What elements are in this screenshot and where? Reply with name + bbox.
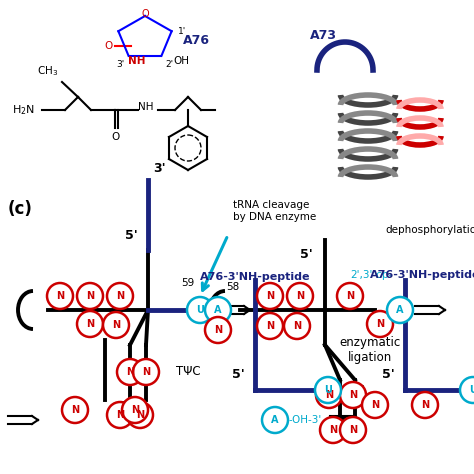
Text: N: N xyxy=(421,400,429,410)
Text: 5': 5' xyxy=(110,319,123,332)
Text: A76-3'NH-peptide: A76-3'NH-peptide xyxy=(370,270,474,280)
Text: N: N xyxy=(214,325,222,335)
Text: NH: NH xyxy=(128,56,146,66)
Text: N: N xyxy=(86,291,94,301)
Text: A: A xyxy=(214,305,222,315)
Text: (c): (c) xyxy=(8,200,33,218)
Circle shape xyxy=(127,402,153,428)
Circle shape xyxy=(205,297,231,323)
Text: 1': 1' xyxy=(178,27,186,36)
Circle shape xyxy=(284,313,310,339)
Text: N: N xyxy=(329,425,337,435)
Circle shape xyxy=(103,312,129,338)
Circle shape xyxy=(337,283,363,309)
Text: dephosphorylation: dephosphorylation xyxy=(385,225,474,235)
Text: -OH-3': -OH-3' xyxy=(289,415,322,425)
Text: N: N xyxy=(325,390,333,400)
Text: N: N xyxy=(349,390,357,400)
Circle shape xyxy=(316,382,342,408)
Circle shape xyxy=(362,392,388,418)
Text: enzymatic
ligation: enzymatic ligation xyxy=(339,336,401,364)
Text: N: N xyxy=(56,291,64,301)
Circle shape xyxy=(340,417,366,443)
Circle shape xyxy=(262,407,288,433)
Text: N: N xyxy=(296,291,304,301)
Text: A73: A73 xyxy=(310,28,337,42)
Text: N: N xyxy=(116,410,124,420)
Circle shape xyxy=(257,283,283,309)
Circle shape xyxy=(315,377,341,403)
Text: OH: OH xyxy=(173,56,189,66)
Text: N: N xyxy=(142,367,150,377)
Text: N: N xyxy=(116,291,124,301)
Text: N: N xyxy=(126,367,134,377)
Text: N: N xyxy=(346,291,354,301)
Text: 58: 58 xyxy=(226,282,239,292)
Circle shape xyxy=(367,311,393,337)
Circle shape xyxy=(340,382,366,408)
Text: NH: NH xyxy=(138,102,154,112)
Text: 3': 3' xyxy=(116,60,125,69)
Circle shape xyxy=(77,311,103,337)
Text: N: N xyxy=(131,405,139,415)
Circle shape xyxy=(107,402,133,428)
Text: U: U xyxy=(196,305,204,315)
Text: A76: A76 xyxy=(183,34,210,46)
Circle shape xyxy=(122,397,148,423)
Circle shape xyxy=(257,313,283,339)
Text: N: N xyxy=(371,400,379,410)
Circle shape xyxy=(412,392,438,418)
Text: N: N xyxy=(71,405,79,415)
Circle shape xyxy=(47,283,73,309)
Circle shape xyxy=(387,297,413,323)
Circle shape xyxy=(77,283,103,309)
Text: U: U xyxy=(469,385,474,395)
Text: $\rm H_2N$: $\rm H_2N$ xyxy=(12,103,35,117)
Text: N: N xyxy=(86,319,94,329)
Text: 5': 5' xyxy=(300,248,313,262)
Text: N: N xyxy=(266,321,274,331)
Text: N: N xyxy=(349,425,357,435)
Text: 2': 2' xyxy=(165,60,173,69)
Text: 5': 5' xyxy=(382,368,395,382)
Text: 5': 5' xyxy=(232,368,245,382)
Text: -p-5': -p-5' xyxy=(342,385,365,395)
Circle shape xyxy=(117,359,143,385)
Text: 2',3'-cp-: 2',3'-cp- xyxy=(350,270,392,280)
Text: A76-3'NH-peptide: A76-3'NH-peptide xyxy=(200,272,310,282)
Circle shape xyxy=(320,417,346,443)
Text: O: O xyxy=(141,9,149,19)
Circle shape xyxy=(460,377,474,403)
Circle shape xyxy=(62,397,88,423)
Text: N: N xyxy=(136,410,144,420)
Text: N: N xyxy=(376,319,384,329)
Text: 5': 5' xyxy=(125,228,138,241)
Text: 59: 59 xyxy=(182,278,195,288)
Text: $\rm CH_3$: $\rm CH_3$ xyxy=(37,64,58,78)
Text: tRNA cleavage
by DNA enzyme: tRNA cleavage by DNA enzyme xyxy=(233,201,316,222)
Text: A: A xyxy=(396,305,404,315)
Text: N: N xyxy=(112,320,120,330)
Circle shape xyxy=(187,297,213,323)
Text: N: N xyxy=(293,321,301,331)
Text: O: O xyxy=(105,41,113,51)
Text: O: O xyxy=(112,132,120,142)
Text: A: A xyxy=(271,415,279,425)
Text: 3': 3' xyxy=(153,162,165,174)
Circle shape xyxy=(205,317,231,343)
Circle shape xyxy=(107,283,133,309)
Text: TΨC: TΨC xyxy=(176,365,201,378)
Circle shape xyxy=(287,283,313,309)
Text: N: N xyxy=(266,291,274,301)
Circle shape xyxy=(133,359,159,385)
Text: U: U xyxy=(324,385,332,395)
